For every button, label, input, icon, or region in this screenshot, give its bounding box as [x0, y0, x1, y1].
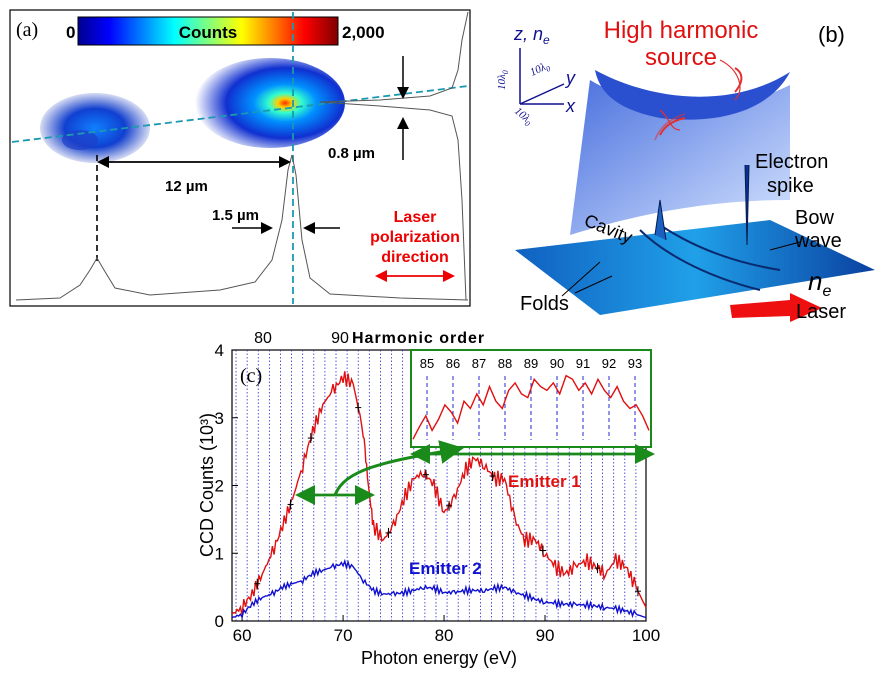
scale-x: 10λ0	[511, 105, 535, 128]
electron-spike-label-2: spike	[767, 175, 814, 197]
axis-y-line	[519, 83, 565, 105]
top-tick-90: 90	[331, 330, 349, 347]
folds-pointer-1	[561, 261, 601, 297]
axis-y: y	[564, 68, 576, 88]
y-tick-label: 4	[215, 341, 224, 360]
legend-emitter-1: Emitter 1	[508, 472, 581, 491]
hh-wave-2	[654, 113, 686, 141]
series-line-1	[231, 371, 647, 616]
inset-harmonic-label: 88	[498, 356, 512, 371]
x-axis-label: Photon energy (eV)	[361, 648, 517, 668]
hh-pointer-2	[719, 59, 741, 101]
laser-text-line-2: polarization	[370, 229, 460, 246]
inset-harmonic-label: 86	[446, 356, 460, 371]
x-tick-label: 60	[233, 626, 252, 645]
inset-harmonic-label: 87	[472, 356, 486, 371]
emitter-2-spot	[40, 93, 150, 163]
legend-emitter-2: Emitter 2	[409, 559, 482, 578]
panel-c-label: (c)	[240, 365, 262, 387]
panel-a: (a) 0 Counts 2,000 0.8 µm 12 µm 1.5 µm L…	[9, 9, 471, 307]
error-bars	[254, 402, 641, 597]
series-group	[231, 371, 647, 620]
sheet-top-fold	[595, 70, 790, 120]
y-axis-label: CCD Counts (10³)	[197, 413, 217, 557]
inset-harmonic-label: 90	[550, 356, 564, 371]
cavity-fold-2	[659, 224, 781, 271]
hh-wave-3	[734, 67, 743, 93]
laser-text-line-3: direction	[381, 249, 449, 266]
inset-harmonic-label: 93	[628, 356, 642, 371]
cavity-peak	[654, 199, 667, 241]
scale-y: 10λ0	[528, 59, 552, 80]
x-tick-label: 100	[632, 626, 660, 645]
colorbar-min: 0	[66, 23, 75, 42]
bow-wave-label-2: wave	[794, 230, 842, 252]
inset-trace	[412, 374, 650, 440]
bow-wave-pointer	[769, 241, 801, 251]
x-tick-label: 70	[334, 626, 353, 645]
electron-sheet	[570, 80, 790, 235]
offset-label: 0.8 µm	[328, 145, 375, 162]
inset-harmonic-label: 89	[524, 356, 538, 371]
bow-wave-label-1: Bow	[795, 207, 834, 229]
horizontal-profile	[15, 154, 469, 301]
electron-spike-peak	[744, 164, 750, 246]
y-tick-label: 2	[215, 477, 224, 496]
axis-z: z, ne	[513, 24, 550, 47]
inset-harmonic-label: 92	[602, 356, 616, 371]
emitter-1-spot	[195, 58, 345, 148]
zoom-connector-arrow	[333, 440, 464, 496]
panel-a-label: (a)	[16, 19, 38, 41]
series-line-2	[231, 558, 647, 620]
colorbar-title: Counts	[179, 23, 238, 42]
width-label: 1.5 µm	[212, 207, 259, 224]
laser-text-line-1: Laser	[394, 209, 437, 226]
top-tick-80: 80	[254, 330, 272, 347]
hhs-title-line-1: High harmonic	[604, 17, 759, 44]
folds-pointer-2	[574, 275, 613, 294]
panel-b-label: (b)	[818, 22, 845, 47]
hhs-title-line-2: source	[645, 44, 717, 71]
inset-plot: 85 86 87 88 89 90 91 92 93	[412, 356, 650, 440]
folds-label: Folds	[520, 293, 569, 315]
y-tick-label: 3	[215, 409, 224, 428]
separation-label: 12 µm	[165, 178, 208, 195]
vertical-profile	[319, 11, 469, 301]
colorbar	[77, 16, 339, 46]
electron-spike-label-1: Electron	[755, 151, 828, 173]
x-tick-label: 90	[536, 626, 555, 645]
laser-label: Laser	[796, 301, 846, 323]
panel-c: (c) 80 90 Harmonic order 60 70 80 90 100 0 1 2 3…	[197, 330, 660, 668]
axis-ticks: 60 70 80 90 100 0 1 2 3 4	[215, 341, 661, 645]
laser-arrow	[730, 293, 822, 322]
inset-harmonic-label: 91	[576, 356, 590, 371]
axis-x: x	[565, 96, 576, 116]
inset-harmonic-label: 85	[420, 356, 434, 371]
top-axis-label: Harmonic order	[352, 330, 485, 347]
y-tick-label: 1	[215, 544, 224, 563]
panel-b: (b) High harmonic source z, ne y x 10λ0 …	[496, 17, 875, 323]
x-tick-label: 80	[435, 626, 454, 645]
scale-z: 10λ0	[496, 70, 510, 90]
y-tick-label: 0	[215, 612, 224, 631]
hh-pointer-1	[659, 109, 681, 131]
colorbar-max: 2,000	[342, 23, 385, 42]
cavity-fold-1	[639, 229, 761, 291]
ne-label: ne	[808, 266, 831, 300]
